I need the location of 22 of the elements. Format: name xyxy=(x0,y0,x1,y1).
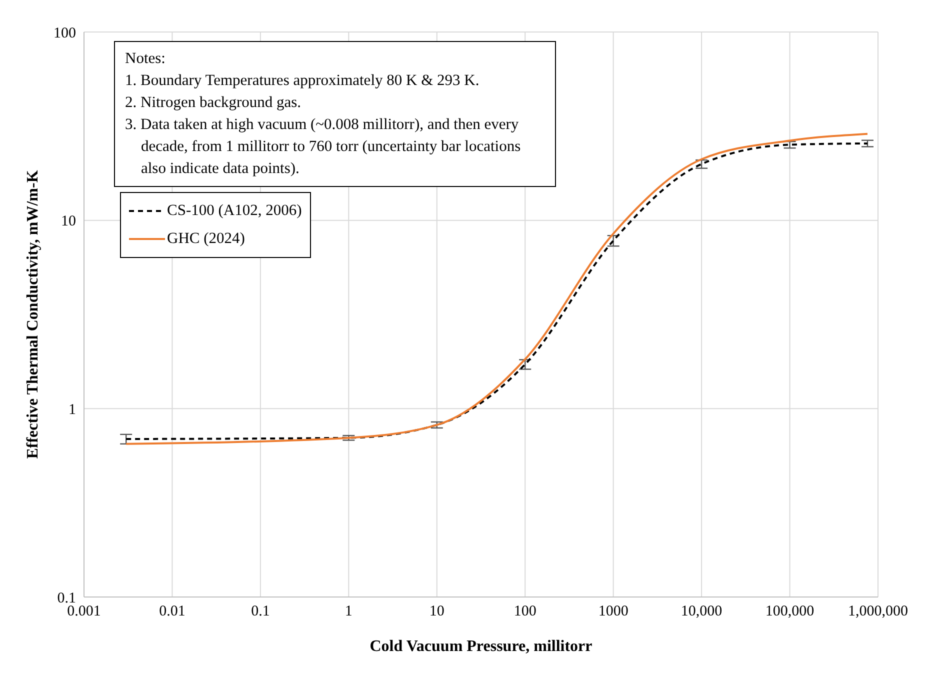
y-axis-title: Effective Thermal Conductivity, mW/m-K xyxy=(24,170,42,459)
x-tick-label: 1000 xyxy=(598,604,628,620)
annotation: Notes: xyxy=(125,49,166,69)
y-tick-label: 10 xyxy=(61,214,76,230)
annotation: 1. Boundary Temperatures approximately 80 K & 293 K. xyxy=(125,71,480,91)
x-tick-label: 10,000 xyxy=(680,604,722,620)
legend-label: GHC (2024) xyxy=(167,229,245,249)
legend-label: CS-100 (A102, 2006) xyxy=(167,201,302,221)
x-tick-label: 1,000,000 xyxy=(848,604,908,620)
y-tick-label: 1 xyxy=(68,402,76,418)
annotation: 3. Data taken at high vacuum (~0.008 millitorr), and then every decade, from 1 millitorr to 760 torr (uncertainty bar locations also indicate data points). xyxy=(125,115,522,179)
y-tick-label: 0.1 xyxy=(57,590,76,606)
y-tick-label: 100 xyxy=(54,25,76,42)
x-tick-label: 100,000 xyxy=(765,604,814,620)
x-tick-label: 0.01 xyxy=(159,604,186,620)
x-tick-label: 0.1 xyxy=(251,604,270,620)
annotation: 2. Nitrogen background gas. xyxy=(125,93,302,113)
x-axis-title: Cold Vacuum Pressure, millitorr xyxy=(370,638,592,655)
x-tick-label: 10 xyxy=(429,604,444,620)
x-tick-label: 100 xyxy=(514,604,536,620)
x-tick-label: 1 xyxy=(344,604,352,620)
x-tick-label: 0.001 xyxy=(67,604,101,620)
